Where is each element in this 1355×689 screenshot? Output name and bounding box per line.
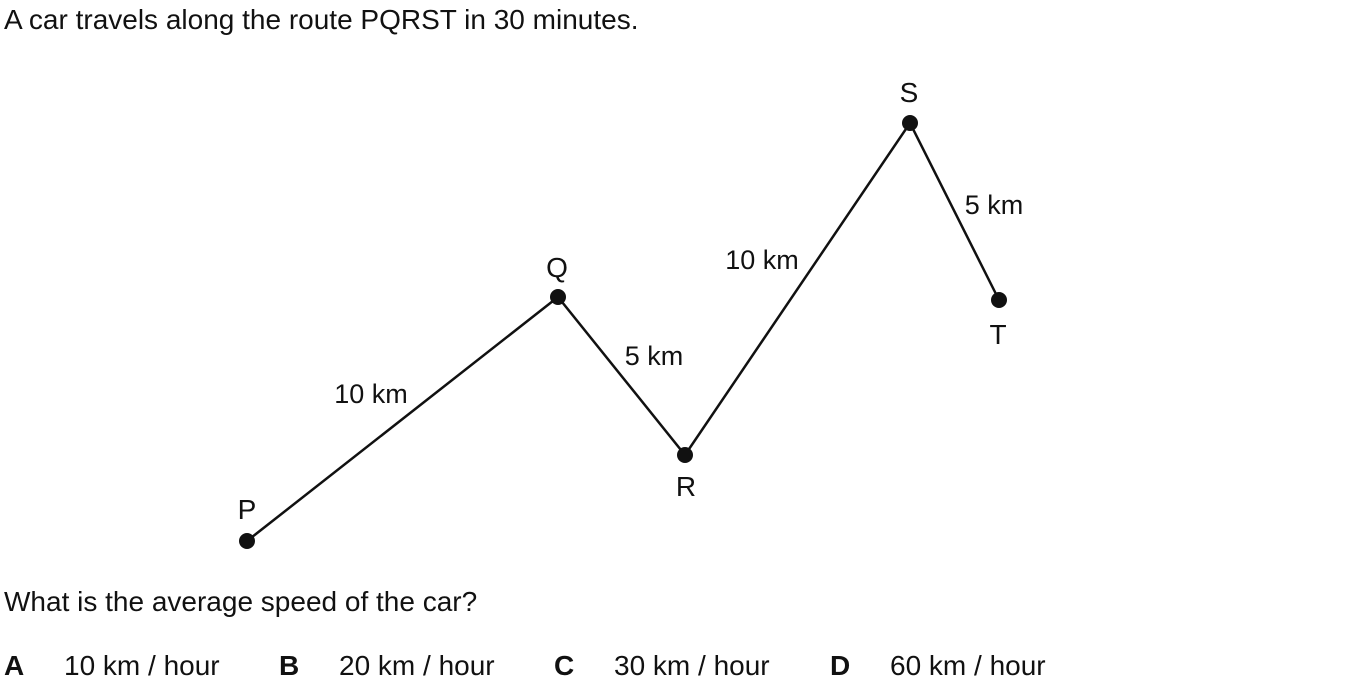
point-s-dot — [902, 115, 918, 131]
segment-pq-distance: 10 km — [334, 379, 408, 409]
option-a-value: 10 km / hour — [64, 650, 220, 681]
point-q-label: Q — [546, 252, 568, 283]
option-d-value: 60 km / hour — [890, 650, 1046, 681]
option-b-value: 20 km / hour — [339, 650, 495, 681]
point-r-label: R — [676, 471, 696, 502]
point-s-label: S — [900, 77, 919, 108]
segment-rs-distance: 10 km — [725, 245, 799, 275]
point-t-dot — [991, 292, 1007, 308]
route-line — [246, 120, 1001, 542]
answer-options: A 10 km / hour B 20 km / hour C 30 km / … — [0, 648, 1355, 688]
option-b-letter: B — [279, 650, 300, 681]
segment-st-distance: 5 km — [965, 190, 1024, 220]
option-a-letter: A — [4, 650, 25, 681]
point-r-dot — [677, 447, 693, 463]
option-c-letter: C — [554, 650, 575, 681]
point-t-label: T — [989, 319, 1006, 350]
option-d-letter: D — [830, 650, 851, 681]
option-c-value: 30 km / hour — [614, 650, 770, 681]
question-intro: A car travels along the route PQRST in 3… — [4, 4, 639, 35]
question-text: What is the average speed of the car? — [4, 586, 478, 617]
segment-qr-distance: 5 km — [625, 341, 684, 371]
point-p-dot — [239, 533, 255, 549]
point-q-dot — [550, 289, 566, 305]
point-p-label: P — [238, 494, 257, 525]
